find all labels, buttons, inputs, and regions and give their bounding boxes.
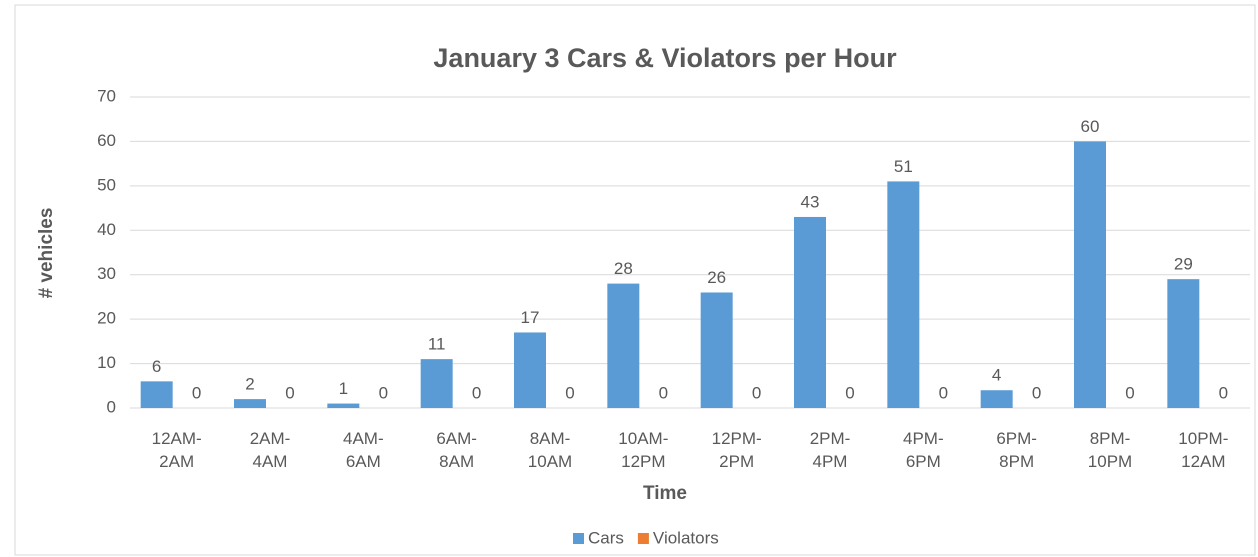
x-tick-label: 6AM-8AM (436, 429, 477, 471)
y-tick-label: 10 (97, 353, 116, 372)
bar (887, 181, 920, 408)
data-label: 6 (152, 357, 161, 376)
data-label: 0 (752, 383, 761, 402)
data-label: 0 (565, 383, 574, 402)
data-label: 29 (1174, 255, 1193, 274)
data-label: 0 (1125, 383, 1134, 402)
x-axis-label: Time (643, 483, 687, 504)
y-tick-label: 30 (97, 264, 116, 283)
data-label: 4 (992, 366, 1001, 385)
chart-title: January 3 Cars & Violators per Hour (433, 43, 897, 73)
y-tick-label: 40 (97, 220, 116, 239)
data-label: 1 (339, 379, 348, 398)
data-label: 51 (894, 157, 913, 176)
data-label: 0 (1032, 383, 1041, 402)
data-label: 0 (939, 383, 948, 402)
legend-label: Violators (653, 528, 719, 547)
bar (794, 216, 826, 408)
x-tick-label: 12PM-2PM (712, 429, 762, 471)
x-tick-label: 8PM-10PM (1088, 429, 1132, 471)
y-tick-label: 60 (97, 131, 116, 150)
data-label: 0 (845, 383, 854, 402)
x-tick-label: 10PM-12AM (1178, 429, 1228, 471)
bar (327, 403, 360, 408)
bar (140, 381, 173, 408)
data-label: 0 (379, 383, 388, 402)
bar (234, 399, 266, 408)
legend-swatch (573, 533, 584, 544)
data-label: 26 (707, 268, 726, 287)
x-tick-label: 8AM-10AM (528, 429, 572, 471)
y-tick-label: 70 (97, 86, 116, 105)
data-label: 43 (801, 192, 820, 211)
x-tick-label: 6PM-8PM (996, 429, 1037, 471)
legend-label: Cars (588, 528, 624, 547)
bar (980, 390, 1013, 408)
legend-swatch (637, 533, 649, 544)
bar (514, 332, 546, 408)
data-label: 28 (614, 259, 633, 278)
data-label: 0 (1219, 383, 1228, 402)
data-label: 0 (659, 383, 668, 402)
bar (1074, 141, 1106, 408)
data-label: 11 (428, 335, 446, 354)
y-axis-label: # vehicles (36, 208, 57, 299)
x-tick-label: 2PM-4PM (810, 429, 851, 471)
data-label: 60 (1081, 117, 1100, 136)
y-tick-label: 20 (97, 309, 116, 328)
data-label: 17 (521, 308, 540, 327)
bar (1167, 279, 1200, 408)
y-tick-label: 50 (97, 175, 116, 194)
bar (420, 359, 453, 408)
bar (700, 292, 733, 408)
data-label: 0 (285, 383, 294, 402)
chart-frame (14, 4, 1256, 556)
x-tick-label: 2AM-4AM (250, 429, 291, 471)
x-tick-label: 10AM-12PM (618, 429, 668, 471)
x-tick-label: 4AM-6AM (343, 429, 384, 471)
x-tick-label: 4PM-6PM (903, 429, 944, 471)
data-label: 0 (192, 383, 201, 402)
data-label: 0 (472, 383, 481, 402)
y-tick-label: 0 (107, 397, 116, 416)
data-label: 2 (245, 375, 254, 394)
bar (607, 283, 640, 408)
x-tick-label: 12AM-2AM (152, 429, 202, 471)
